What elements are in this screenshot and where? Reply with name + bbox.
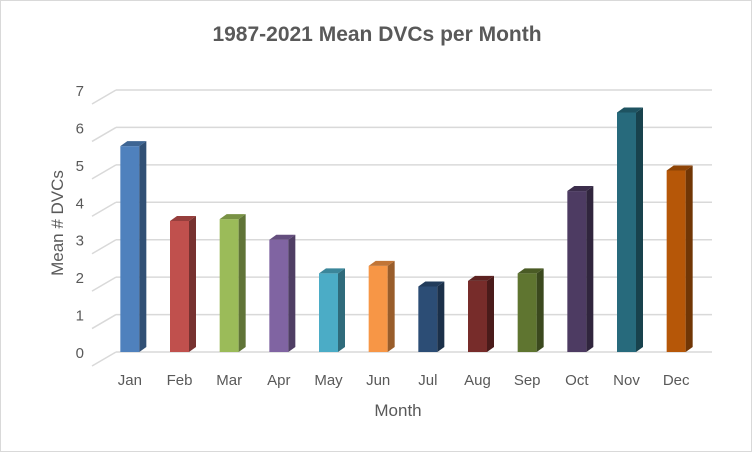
y-axis-ticks: 0 1 2 3 4 5 6 7 [76, 83, 84, 362]
x-tick-label: Oct [565, 372, 589, 389]
bar-jul [418, 281, 445, 352]
gridlines [91, 89, 712, 367]
bar-nov [617, 107, 643, 352]
x-tick-label: Dec [663, 372, 690, 389]
x-tick-label: Jan [118, 372, 142, 389]
bar-aug [468, 275, 494, 352]
gridline-diagonal [91, 126, 117, 143]
gridline-diagonal [91, 276, 117, 292]
y-tick-label: 4 [76, 195, 84, 212]
y-tick-label: 2 [76, 270, 84, 287]
gridline-diagonal [91, 89, 117, 105]
bar-dec [666, 165, 693, 352]
chart-title: 1987-2021 Mean DVCs per Month [212, 23, 541, 46]
bar-sep [517, 268, 544, 352]
x-tick-label: Nov [613, 372, 640, 389]
bar-jun [368, 260, 395, 352]
x-axis-ticks: Jan Feb Mar Apr May Jun Jul Aug Sep Oct Nov Dec [118, 372, 690, 389]
bar-oct [567, 186, 594, 352]
x-axis-label: Month [374, 401, 421, 420]
bar-apr [269, 234, 296, 352]
gridline-diagonal [91, 351, 117, 367]
bar-may [319, 268, 345, 352]
gridline-diagonal [91, 313, 117, 330]
y-tick-label: 7 [76, 83, 84, 100]
x-tick-label: Feb [167, 372, 193, 389]
x-tick-label: Apr [267, 372, 290, 389]
bar-feb [170, 216, 196, 352]
x-tick-label: Aug [464, 372, 491, 389]
bar-mar [219, 214, 246, 352]
gridline-diagonal [91, 164, 117, 180]
bars [120, 107, 693, 352]
x-tick-label: Mar [216, 372, 242, 389]
y-tick-label: 1 [76, 308, 84, 325]
y-axis-label: Mean # DVCs [48, 170, 67, 276]
y-tick-label: 3 [76, 233, 84, 250]
x-tick-label: Jul [418, 372, 437, 389]
gridline-diagonal [91, 201, 117, 217]
x-tick-label: Jun [366, 372, 390, 389]
bar-jan [120, 141, 147, 352]
gridline-diagonal [91, 239, 117, 255]
y-tick-label: 0 [76, 345, 84, 362]
x-tick-label: May [314, 372, 343, 389]
y-tick-label: 6 [76, 120, 84, 137]
x-tick-label: Sep [514, 372, 541, 389]
y-tick-label: 5 [76, 158, 84, 175]
